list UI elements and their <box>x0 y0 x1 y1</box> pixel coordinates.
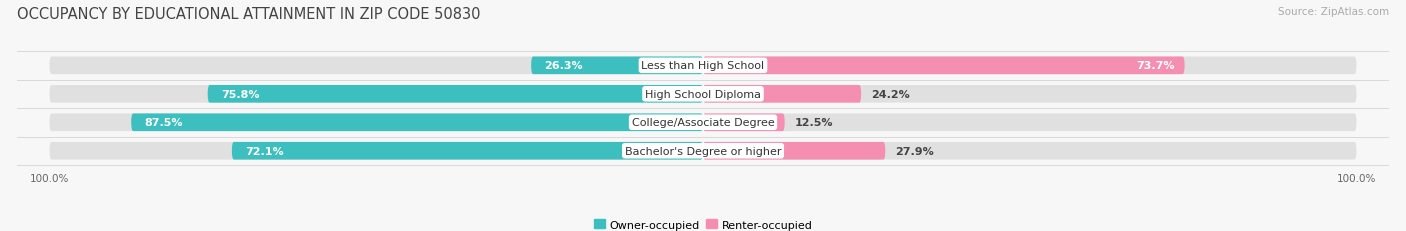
FancyBboxPatch shape <box>703 114 1357 131</box>
Text: 75.8%: 75.8% <box>221 89 259 99</box>
FancyBboxPatch shape <box>49 57 703 75</box>
Legend: Owner-occupied, Renter-occupied: Owner-occupied, Renter-occupied <box>589 215 817 231</box>
FancyBboxPatch shape <box>703 86 1357 103</box>
Text: 73.7%: 73.7% <box>1136 61 1175 71</box>
FancyBboxPatch shape <box>703 57 1357 75</box>
FancyBboxPatch shape <box>703 86 860 103</box>
Text: Bachelor's Degree or higher: Bachelor's Degree or higher <box>624 146 782 156</box>
FancyBboxPatch shape <box>703 142 1357 160</box>
FancyBboxPatch shape <box>131 114 703 131</box>
Text: College/Associate Degree: College/Associate Degree <box>631 118 775 128</box>
FancyBboxPatch shape <box>49 86 703 103</box>
FancyBboxPatch shape <box>703 114 785 131</box>
Text: 72.1%: 72.1% <box>245 146 284 156</box>
Text: 12.5%: 12.5% <box>794 118 832 128</box>
FancyBboxPatch shape <box>531 57 703 75</box>
Text: OCCUPANCY BY EDUCATIONAL ATTAINMENT IN ZIP CODE 50830: OCCUPANCY BY EDUCATIONAL ATTAINMENT IN Z… <box>17 7 481 22</box>
Text: Less than High School: Less than High School <box>641 61 765 71</box>
FancyBboxPatch shape <box>49 142 703 160</box>
FancyBboxPatch shape <box>703 57 1185 75</box>
Text: Source: ZipAtlas.com: Source: ZipAtlas.com <box>1278 7 1389 17</box>
FancyBboxPatch shape <box>232 142 703 160</box>
Text: 87.5%: 87.5% <box>145 118 183 128</box>
Text: 24.2%: 24.2% <box>870 89 910 99</box>
FancyBboxPatch shape <box>703 142 886 160</box>
Text: 26.3%: 26.3% <box>544 61 583 71</box>
FancyBboxPatch shape <box>208 86 703 103</box>
Text: 27.9%: 27.9% <box>896 146 934 156</box>
Text: High School Diploma: High School Diploma <box>645 89 761 99</box>
FancyBboxPatch shape <box>49 114 703 131</box>
